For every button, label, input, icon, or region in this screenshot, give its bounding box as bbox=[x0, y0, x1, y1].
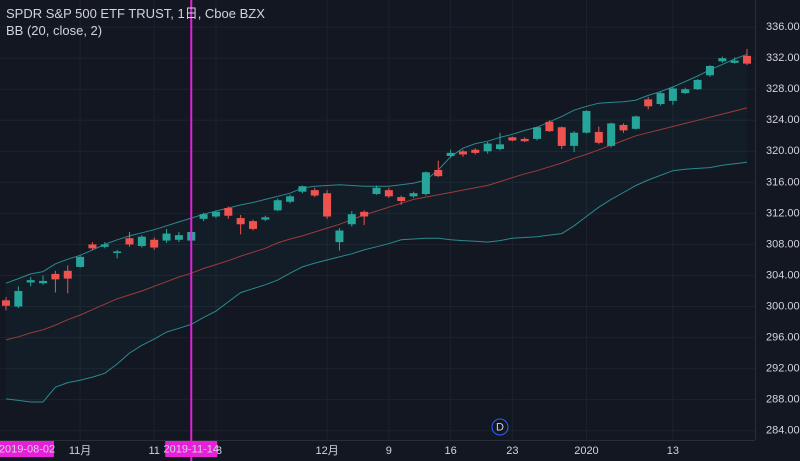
grid bbox=[0, 0, 755, 440]
candle-body bbox=[557, 127, 566, 146]
candle-body bbox=[570, 132, 579, 146]
y-tick-label: 328.00 bbox=[766, 83, 800, 95]
candle-body bbox=[434, 169, 443, 177]
range-label-box bbox=[0, 441, 54, 457]
candle-body bbox=[533, 127, 542, 139]
event-marker-label: D bbox=[496, 421, 504, 433]
candle-body bbox=[607, 123, 616, 146]
candle-body bbox=[409, 193, 418, 197]
candle-body bbox=[668, 88, 677, 101]
candle-body bbox=[656, 93, 665, 104]
candle-body bbox=[211, 211, 220, 217]
candle-body bbox=[286, 196, 295, 202]
y-tick-label: 284.00 bbox=[766, 425, 800, 437]
candle-body bbox=[372, 187, 381, 195]
y-tick-label: 288.00 bbox=[766, 394, 800, 406]
candle-body bbox=[2, 300, 10, 306]
candle-body bbox=[545, 121, 554, 132]
indicator-label: BB (20, close, 2) bbox=[6, 23, 102, 38]
candle-body bbox=[113, 251, 122, 253]
candle-body bbox=[743, 55, 751, 64]
x-tick-label: 9 bbox=[386, 445, 392, 457]
candle-body bbox=[137, 236, 146, 246]
candle-body bbox=[39, 280, 48, 284]
candle-body bbox=[323, 193, 332, 217]
candle-body bbox=[360, 211, 369, 217]
candle-body bbox=[471, 149, 480, 153]
y-tick-label: 300.00 bbox=[766, 300, 800, 312]
x-tick-label: 12月 bbox=[315, 445, 338, 457]
candle-body bbox=[496, 144, 504, 149]
candle-body bbox=[76, 256, 85, 267]
candle-body bbox=[730, 60, 739, 63]
chart-title: SPDR S&P 500 ETF TRUST, 1日, Cboe BZX bbox=[6, 6, 265, 21]
candle-body bbox=[88, 244, 97, 249]
candle-body bbox=[705, 65, 714, 76]
candle-body bbox=[681, 89, 690, 94]
candle-body bbox=[224, 207, 233, 216]
event-marker bbox=[491, 418, 509, 436]
y-tick-label: 332.00 bbox=[766, 52, 800, 64]
y-tick-label: 316.00 bbox=[766, 176, 800, 188]
candle-body bbox=[273, 200, 282, 211]
candle-body bbox=[421, 172, 430, 195]
crosshair-label-box bbox=[165, 441, 218, 457]
candle-body bbox=[310, 190, 319, 196]
candle-body bbox=[446, 152, 455, 156]
candle-body bbox=[14, 291, 23, 307]
range-label: 2019-08-02 bbox=[0, 443, 55, 455]
candle-body bbox=[199, 214, 208, 219]
x-tick-label: 16 bbox=[444, 445, 456, 457]
y-tick-label: 304.00 bbox=[766, 269, 800, 281]
candle-body bbox=[249, 221, 257, 229]
crosshair-label: 2019-11-14 bbox=[164, 443, 219, 455]
candle-body bbox=[125, 238, 134, 245]
y-tick-label: 296.00 bbox=[766, 331, 800, 343]
candle-body bbox=[520, 138, 529, 142]
candle-body bbox=[594, 131, 603, 143]
candle-body bbox=[335, 230, 344, 243]
candle-body bbox=[150, 239, 159, 248]
candle-body bbox=[458, 151, 467, 155]
lower-band bbox=[5, 161, 748, 403]
y-tick-label: 308.00 bbox=[766, 238, 800, 250]
candle-body bbox=[619, 124, 628, 131]
y-tick-label: 312.00 bbox=[766, 207, 800, 219]
x-tick-label: 2020 bbox=[574, 445, 598, 457]
candle-body bbox=[236, 218, 245, 225]
x-tick-label: 11 bbox=[148, 445, 159, 457]
x-tick-label: 13 bbox=[667, 445, 679, 457]
candle-body bbox=[162, 233, 171, 241]
y-tick-label: 324.00 bbox=[766, 114, 800, 126]
y-tick-label: 292.00 bbox=[766, 363, 800, 375]
candle-body bbox=[384, 190, 393, 197]
middle-band bbox=[5, 107, 748, 341]
candle-body bbox=[298, 186, 307, 192]
y-tick-label: 336.00 bbox=[766, 21, 800, 33]
candle-body bbox=[397, 197, 406, 201]
candle-body bbox=[63, 270, 72, 279]
candle-body bbox=[631, 116, 640, 129]
candle-body bbox=[51, 273, 60, 280]
candle-body bbox=[582, 110, 591, 133]
x-tick-label: 23 bbox=[506, 445, 518, 457]
x-tick-label: 11月 bbox=[69, 445, 91, 457]
candle-body bbox=[718, 58, 727, 62]
candle-body bbox=[100, 244, 109, 247]
candle-body bbox=[261, 217, 270, 220]
candle-body bbox=[26, 280, 35, 283]
candle-body bbox=[174, 235, 183, 240]
candle-body bbox=[508, 137, 517, 141]
candle-body bbox=[347, 214, 356, 225]
y-tick-label: 320.00 bbox=[766, 145, 800, 157]
candle-body bbox=[483, 143, 492, 152]
candle-body bbox=[693, 79, 702, 90]
candle-body bbox=[644, 99, 653, 107]
